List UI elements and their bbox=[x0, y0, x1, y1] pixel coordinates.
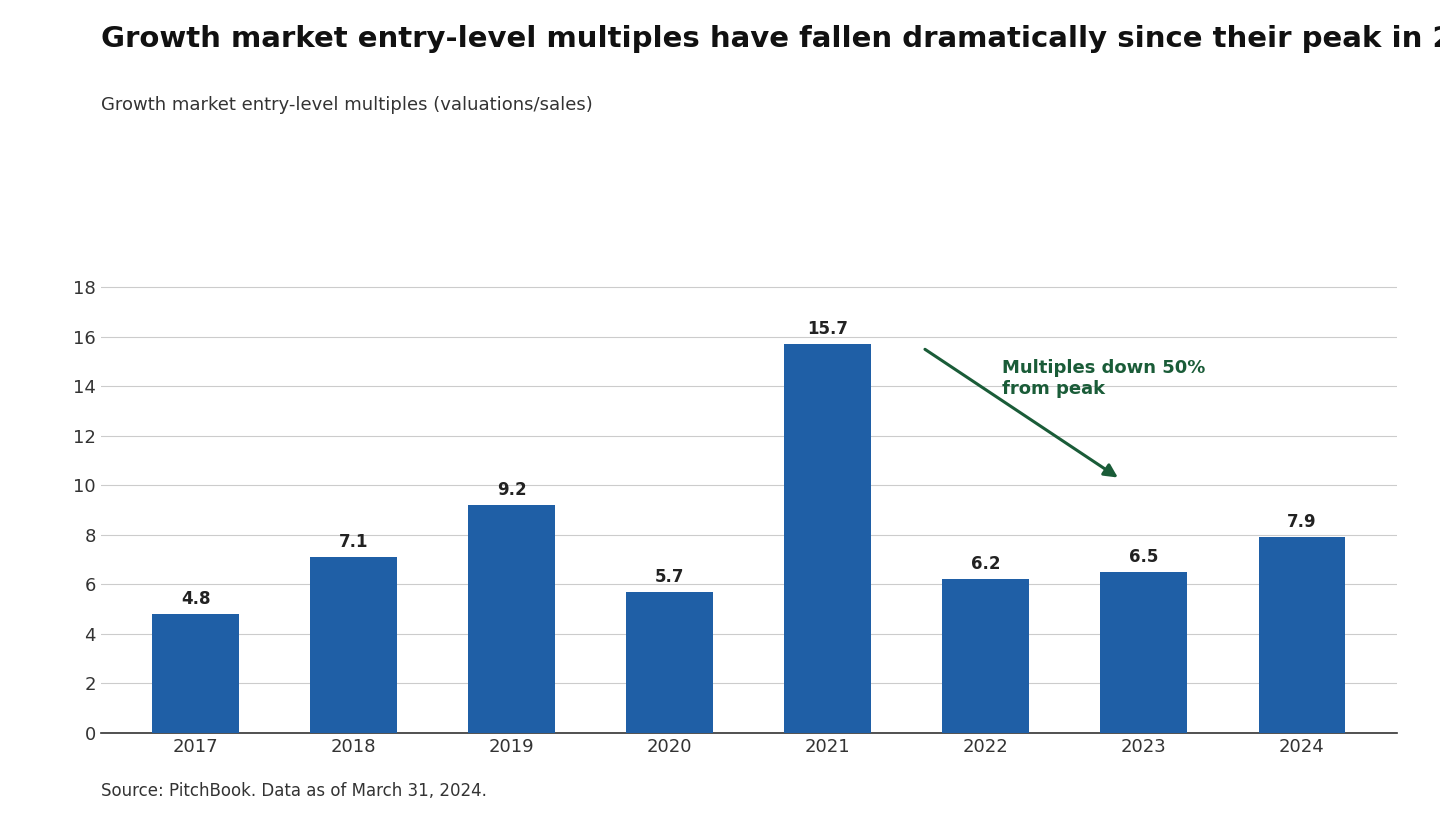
Text: 15.7: 15.7 bbox=[808, 320, 848, 338]
Text: 6.2: 6.2 bbox=[971, 556, 1001, 573]
Bar bbox=[310, 557, 397, 733]
Bar bbox=[1259, 537, 1345, 733]
Bar bbox=[942, 580, 1030, 733]
Text: 5.7: 5.7 bbox=[655, 567, 684, 586]
Text: 4.8: 4.8 bbox=[181, 590, 210, 608]
Text: 7.1: 7.1 bbox=[338, 533, 369, 551]
Bar bbox=[153, 614, 239, 733]
Text: Growth market entry-level multiples (valuations/sales): Growth market entry-level multiples (val… bbox=[101, 96, 592, 114]
Bar bbox=[785, 344, 871, 733]
Text: 6.5: 6.5 bbox=[1129, 548, 1159, 566]
Text: Multiples down 50%
from peak: Multiples down 50% from peak bbox=[1002, 359, 1205, 397]
Text: Growth market entry-level multiples have fallen dramatically since their peak in: Growth market entry-level multiples have… bbox=[101, 25, 1440, 53]
Bar bbox=[1100, 572, 1188, 733]
Text: Source: PitchBook. Data as of March 31, 2024.: Source: PitchBook. Data as of March 31, … bbox=[101, 781, 487, 800]
Text: 9.2: 9.2 bbox=[497, 481, 527, 499]
Bar bbox=[468, 505, 556, 733]
Text: 7.9: 7.9 bbox=[1287, 513, 1316, 531]
Bar bbox=[626, 591, 713, 733]
